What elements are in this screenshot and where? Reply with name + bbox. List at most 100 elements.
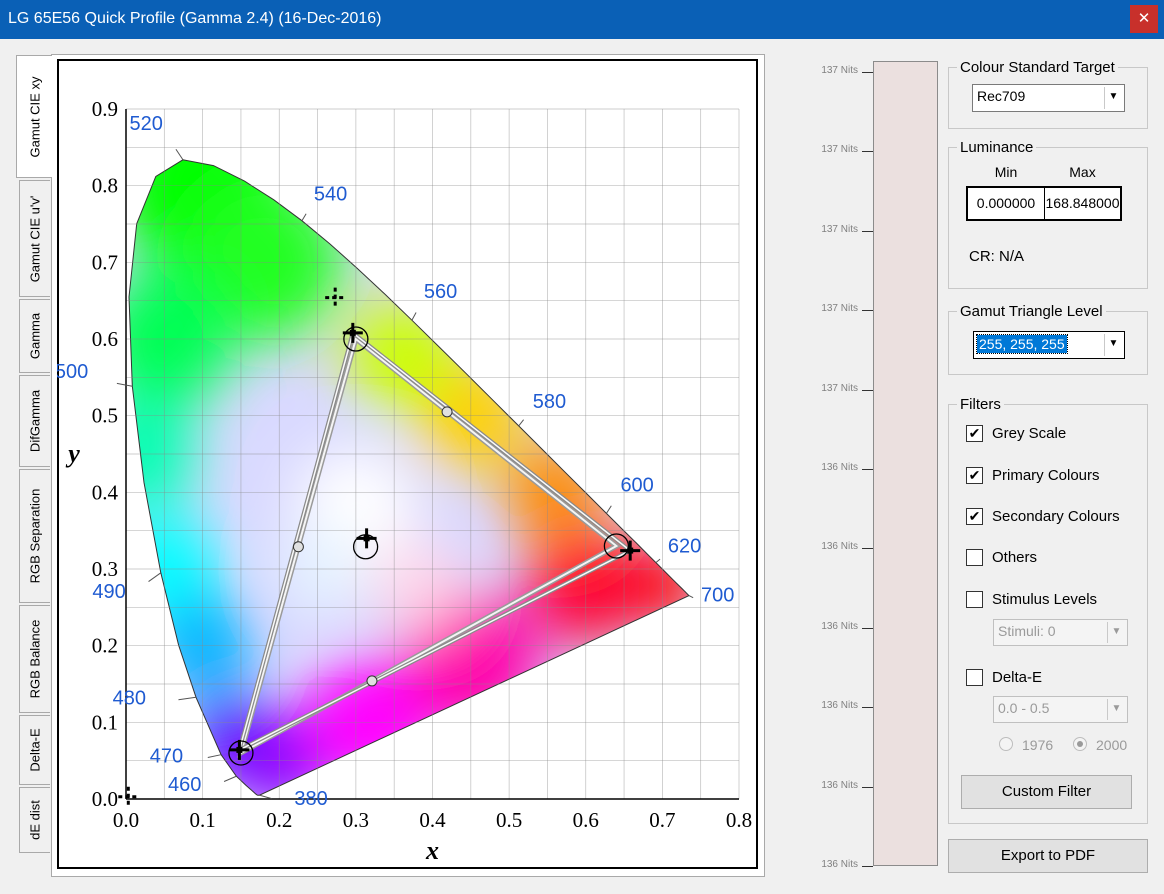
y-tick-label: 0.9 — [92, 97, 118, 121]
measured-point-core — [363, 535, 370, 542]
filters-group: Filters — [948, 396, 1148, 824]
wavelength-tick — [223, 775, 237, 782]
wavelength-tick — [259, 794, 272, 800]
tab-de-dist[interactable]: dE dist — [19, 787, 50, 853]
secondary-target-point — [292, 541, 304, 553]
tab-label: dE dist — [27, 800, 43, 840]
luminance-tick — [862, 707, 873, 709]
luminance-tick-label: 136 Nits — [821, 859, 858, 870]
x-tick-label: 0.3 — [343, 808, 369, 832]
y-tick-label: 0.6 — [92, 327, 118, 351]
luminance-tick — [862, 310, 873, 312]
wavelength-label: 480 — [113, 687, 146, 709]
radio-2000[interactable] — [1073, 737, 1087, 751]
colour-standard-group: Colour Standard Target — [948, 59, 1148, 129]
luminance-tick — [862, 72, 873, 73]
tab-label: RGB Balance — [27, 619, 43, 699]
chromaticity-blob — [346, 299, 457, 410]
x-tick-label: 0.5 — [496, 808, 522, 832]
tab-gamut-cie-xy[interactable]: Gamut CIE xy — [16, 55, 52, 178]
luminance-tick-label: 136 Nits — [821, 462, 858, 473]
wavelength-tick — [606, 505, 612, 514]
stimulus-levels-label: Stimulus Levels — [992, 591, 1098, 608]
secondary-colours-label: Secondary Colours — [992, 508, 1120, 525]
stimuli-select[interactable]: Stimuli: 0 ▼ — [993, 619, 1128, 646]
contrast-ratio: CR: N/A — [969, 248, 1025, 265]
custom-filter-button[interactable]: Custom Filter — [961, 775, 1132, 809]
tab-gamut-cie-uv[interactable]: Gamut CIE u'v' — [19, 180, 50, 297]
y-tick-label: 0.2 — [92, 634, 118, 658]
target-point — [603, 533, 630, 559]
x-tick-label: 0.4 — [419, 808, 446, 832]
luminance-tick — [862, 469, 873, 470]
secondary-target-point — [441, 406, 453, 418]
colour-standard-select[interactable]: Rec709 ▼ — [972, 84, 1125, 112]
y-tick-label: 0.8 — [92, 174, 118, 198]
gamut-level-value: 255, 255, 255 — [976, 334, 1068, 354]
delta-e-range-select[interactable]: 0.0 - 0.5 ▼ — [993, 696, 1128, 723]
check-icon: ✔ — [968, 508, 981, 524]
gamut-level-select[interactable]: 255, 255, 255 ▼ — [973, 331, 1125, 359]
luminance-tick-label: 136 Nits — [821, 541, 858, 553]
x-tick-label: 0.1 — [190, 808, 216, 832]
wavelength-label: 520 — [130, 113, 163, 135]
tab-rgb-separation[interactable]: RGB Separation — [19, 469, 50, 603]
tab-delta-e[interactable]: Delta-E — [19, 715, 50, 785]
chevron-down-icon: ▼ — [1107, 699, 1125, 720]
delta-e-label: Delta-E — [992, 669, 1043, 686]
lum-min-label: Min — [994, 164, 1018, 180]
luminance-tick-label: 136 Nits — [821, 779, 858, 791]
x-tick-label: 0.8 — [726, 808, 752, 832]
tab-label: Delta-E — [27, 728, 43, 772]
gamut-level-title: Gamut Triangle Level — [957, 303, 1106, 320]
wavelength-tick — [411, 312, 417, 321]
y-axis-label: y — [65, 439, 80, 468]
chevron-down-icon: ▼ — [1107, 622, 1125, 643]
wavelength-label: 700 — [701, 585, 734, 607]
x-tick-label: 0.0 — [113, 808, 139, 832]
radio-dot-icon — [1077, 741, 1083, 747]
wavelength-label: 490 — [92, 581, 125, 603]
colour-standard-value: Rec709 — [977, 88, 1026, 104]
close-icon: ✕ — [1137, 10, 1151, 27]
tab-difgamma[interactable]: DifGamma — [19, 375, 50, 467]
tab-label: RGB Separation — [27, 488, 43, 584]
y-tick-label: 0.3 — [92, 557, 118, 581]
stimuli-value: Stimuli: 0 — [998, 623, 1056, 639]
luminance-tick — [862, 786, 873, 788]
wavelength-tick — [175, 148, 184, 161]
x-tick-label: 0.7 — [649, 808, 675, 832]
measured-point-core — [627, 547, 634, 554]
tab-rgb-balance[interactable]: RGB Balance — [19, 605, 50, 713]
luminance-tick — [862, 866, 873, 867]
secondary-colours-checkbox[interactable]: ✔ — [966, 508, 983, 525]
tab-label: Gamut CIE xy — [27, 76, 42, 157]
filters-title: Filters — [957, 396, 1004, 413]
luminance-table: 0.000000 168.848000 — [966, 186, 1122, 221]
tab-label: DifGamma — [27, 389, 43, 453]
y-tick-label: 0.7 — [92, 250, 118, 274]
wavelength-tick — [688, 595, 694, 599]
delta-e-checkbox[interactable] — [966, 669, 983, 686]
tab-label: Gamma — [27, 312, 43, 360]
tab-gamma[interactable]: Gamma — [19, 299, 50, 373]
wavelength-tick — [655, 558, 661, 564]
wavelength-tick — [148, 572, 162, 582]
primary-colours-checkbox[interactable]: ✔ — [966, 467, 983, 484]
radio-1976[interactable] — [999, 737, 1013, 751]
luminance-tick-label: 137 Nits — [821, 382, 858, 394]
window-title: LG 65E56 Quick Profile (Gamma 2.4) (16-D… — [8, 10, 382, 27]
y-tick-label: 0.5 — [92, 404, 118, 428]
close-button[interactable]: ✕ — [1130, 5, 1158, 33]
luminance-tick-label: 136 Nits — [821, 700, 858, 712]
luminance-tick — [862, 151, 873, 153]
others-checkbox[interactable] — [966, 549, 983, 566]
target-point — [343, 326, 369, 352]
check-icon: ✔ — [968, 467, 981, 483]
cie-xy-chart: 0.0 0.1 0.2 0.3 0.4 0.5 0.6 0.7 0.8 0.0 0.1 0.2 0.3 0… — [57, 97, 752, 865]
delta-e-range-value: 0.0 - 0.5 — [998, 700, 1050, 716]
export-pdf-button[interactable]: Export to PDF — [948, 839, 1148, 873]
grey-scale-checkbox[interactable]: ✔ — [966, 425, 983, 442]
stimulus-levels-checkbox[interactable] — [966, 591, 983, 608]
luminance-tick-label: 137 Nits — [821, 65, 858, 76]
